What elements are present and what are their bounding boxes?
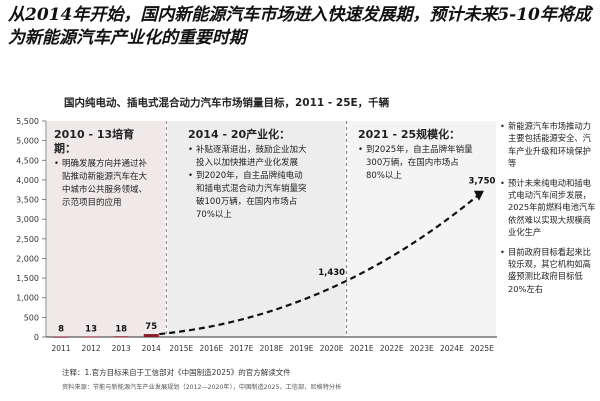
y-tick-label: 3,500 [16, 196, 39, 205]
x-tick-label: 2019E [290, 344, 314, 353]
y-tick-label: 1,000 [16, 294, 39, 303]
data-label: 18 [115, 324, 127, 334]
sidebar-item-text: 预计未来纯电动和插电式电动汽车间步发展，2025年前燃料电池汽车依然难以实现大规… [508, 177, 596, 238]
sidebar-item: • 目前政府目标看起来比较乐观，其它机构如高盛预测比政府目标低20%左右 [500, 246, 596, 296]
x-tick-label: 2020E [320, 344, 344, 353]
y-tick-label: 5,000 [16, 137, 39, 146]
x-tick-label: 2022E [380, 344, 404, 353]
phase-bullet-text: 补贴逐渐退出，鼓励企业加大投入以加快推进产业化发展 [196, 145, 307, 168]
phase-bullet-text: 到2025年，自主品牌年销量300万辆，在国内市场占80%以上 [366, 145, 473, 181]
y-tick-label: 5,500 [16, 117, 39, 126]
x-tick-label: 2014 [142, 344, 161, 353]
x-tick-label: 2021E [350, 344, 374, 353]
phase-bullet: • 明确发展方向并通过补贴推动新能源汽车在大中城市公共服务领域、示范项目的应用 [54, 159, 148, 208]
trend-arrowhead [473, 190, 484, 201]
y-tick-label: 500 [24, 313, 39, 322]
sidebar-item-text: 新能源汽车市场推动力主要包括能源安全、汽车产业升级和环境保护等 [508, 121, 591, 169]
x-tick-label: 2017E [230, 344, 254, 353]
data-bar [143, 334, 159, 337]
y-tick-label: 2,500 [16, 235, 39, 244]
x-tick-label: 2013 [112, 344, 131, 353]
data-label: 8 [58, 325, 64, 335]
phase-heading: 2014 - 20产业化： [188, 128, 291, 141]
data-bar [83, 336, 99, 338]
x-tick-label: 2015E [169, 344, 193, 353]
data-bar [113, 336, 129, 338]
phase-cultivation: 2010 - 13培育期： • 明确发展方向并通过补贴推动新能源汽车在大中城市公共… [54, 128, 149, 210]
phase-bullet: • 到2025年，自主品牌年销量300万辆，在国内市场占80%以上 [358, 144, 476, 183]
x-tick-label: 2011 [51, 344, 70, 353]
data-bar [53, 336, 69, 338]
data-label: 1,430 [318, 268, 345, 278]
page-title: 从2014年开始，国内新能源汽车市场进入快速发展期，预计未来5-10年将成为新能… [8, 5, 591, 48]
y-tick-label: 3,000 [16, 215, 39, 224]
phase-bullet-text: 到2020年，自主品牌纯电动和插电式混合动力汽车销量突破100万辆，在国内市场占… [196, 171, 307, 220]
y-tick-label: 4,500 [16, 156, 39, 165]
y-tick-label: 4,000 [16, 176, 39, 185]
sidebar-item: • 新能源汽车市场推动力主要包括能源安全、汽车产业升级和环境保护等 [500, 120, 596, 170]
phase-scale-up: 2021 - 25规模化： • 到2025年，自主品牌年销量300万辆，在国内市场… [358, 128, 476, 183]
data-label: 13 [85, 324, 97, 334]
insights-sidebar: • 新能源汽车市场推动力主要包括能源安全、汽车产业升级和环境保护等 • 预计未来纯电… [500, 120, 596, 302]
x-tick-label: 2025E [470, 344, 494, 353]
phase-bullet: • 补贴逐渐退出，鼓励企业加大投入以加快推进产业化发展 [188, 144, 310, 170]
x-tick-label: 2024E [440, 344, 464, 353]
phase-bullet-text: 明确发展方向并通过补贴推动新能源汽车在大中城市公共服务领域、示范项目的应用 [62, 159, 148, 208]
sidebar-item: • 预计未来纯电动和插电式电动汽车间步发展，2025年前燃料电池汽车依然难以实现大… [500, 177, 596, 238]
data-label: 3,750 [469, 177, 496, 187]
phase-panel [167, 121, 346, 337]
x-tick-label: 2012 [82, 344, 101, 353]
y-tick-label: 2,000 [16, 254, 39, 263]
x-tick-label: 2016E [199, 344, 223, 353]
phase-heading: 2010 - 13培育期： [54, 128, 135, 155]
source-note: 资料来源：节能与新能源汽车产业发展规划（2012—2020年），中国制造2025… [62, 384, 342, 391]
phase-bullet: • 到2020年，自主品牌纯电动和插电式混合动力汽车销量突破100万辆，在国内市场… [188, 170, 310, 222]
y-tick-label: 1,500 [16, 274, 39, 283]
x-tick-label: 2018E [260, 344, 284, 353]
phase-panel [347, 121, 496, 337]
sidebar-item-text: 目前政府目标看起来比较乐观，其它机构如高盛预测比政府目标低20%左右 [508, 246, 591, 294]
phase-heading: 2021 - 25规模化： [358, 128, 461, 141]
footnote: 注释：1.官方目标来自于工信部对《中国制造2025》的官方解读文件 [62, 368, 291, 377]
x-tick-label: 2023E [410, 344, 434, 353]
data-label: 75 [145, 322, 157, 332]
trend-line [159, 192, 481, 336]
phase-panel [47, 121, 166, 337]
y-tick-label: 0 [34, 333, 39, 342]
phase-industrialization: 2014 - 20产业化： • 补贴逐渐退出，鼓励企业加大投入以加快推进产业化发展… [188, 128, 310, 222]
chart-title: 国内纯电动、插电式混合动力汽车市场销量目标，2011 - 25E，千辆 [64, 97, 390, 109]
